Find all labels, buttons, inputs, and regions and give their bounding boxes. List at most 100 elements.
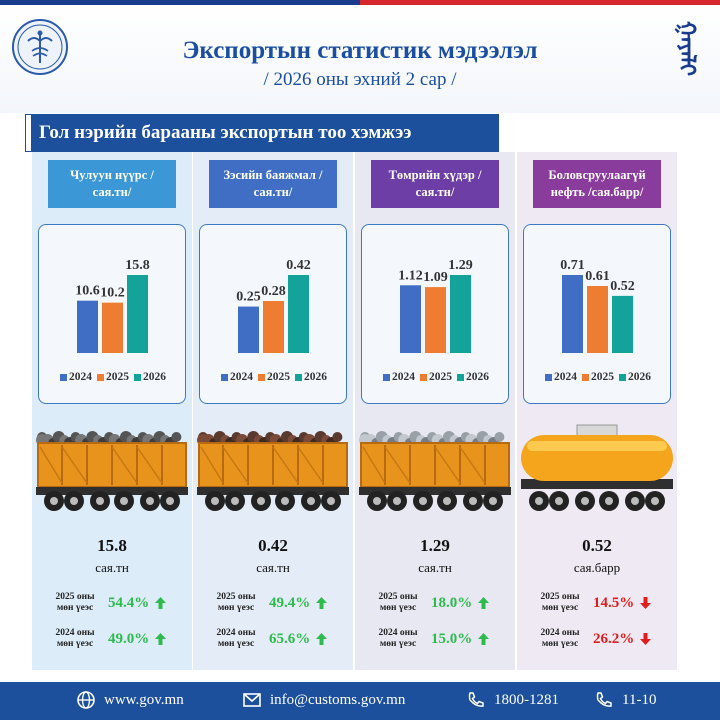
top-color-bar (0, 0, 720, 5)
comparison-label: 2025 оны мөн үеэс (55, 592, 95, 613)
bar-2025 (263, 301, 284, 353)
footer-phone-1[interactable]: 1800-1281 (466, 690, 559, 710)
chart-legend: 2024 2025 2026 (200, 371, 348, 383)
comparison-row: 2024 оны мөн үеэс 49.0% (46, 624, 186, 654)
coal-wagon-image (36, 431, 188, 511)
bar-2026 (450, 275, 471, 353)
legend-item-2025: 2025 (420, 371, 452, 383)
comparison-row: 2024 оны мөн үеэс 26.2% (531, 624, 671, 654)
bar-2025 (102, 302, 123, 353)
bar-chart: 10.6 10.215.8 (75, 258, 150, 353)
bar-2024 (562, 275, 583, 353)
arrow-down-icon (640, 633, 652, 645)
data-label-2024: 10.6 (75, 284, 100, 299)
globe-icon (77, 691, 95, 709)
stat-value: 1.29 (420, 536, 450, 555)
stat-value: 15.8 (97, 536, 127, 555)
data-label-2026: 15.8 (125, 258, 150, 273)
comparison-label: 2024 оны мөн үеэс (378, 628, 418, 649)
stat-unit: сая.тн (95, 560, 129, 575)
page-title: Экспортын статистик мэдээлэл (182, 37, 538, 64)
customs-logo (12, 19, 68, 75)
footer-email[interactable]: info@customs.gov.mn (242, 690, 405, 710)
arrow-up-icon (316, 633, 328, 645)
comparison-row: 2024 оны мөн үеэс 15.0% (369, 624, 509, 654)
data-label-2026: 0.42 (286, 258, 311, 273)
bar-2024 (238, 306, 259, 353)
comparison-row: 2024 оны мөн үеэс 65.6% (207, 624, 347, 654)
chart-legend: 2024 2025 2026 (362, 371, 510, 383)
legend-item-2026: 2026 (134, 371, 166, 383)
footer-website[interactable]: www.gov.mn (76, 690, 184, 710)
stat-unit: сая.тн (418, 560, 452, 575)
legend-item-2024: 2024 (221, 371, 253, 383)
footer: www.gov.mn info@customs.gov.mn 1800-1281… (0, 682, 720, 720)
data-label-2025: 0.28 (261, 284, 286, 299)
legend-item-2024: 2024 (545, 371, 577, 383)
comparison-label: 2024 оны мөн үеэс (216, 628, 256, 649)
mail-icon (243, 693, 261, 707)
bar-2024 (77, 300, 98, 353)
arrow-up-icon (155, 597, 167, 609)
mongolian-script-text: ᠭᠠᠶᠠᠯᠢ (674, 21, 700, 77)
comparison-label: 2024 оны мөн үеэс (55, 628, 95, 649)
chart-legend: 2024 2025 2026 (39, 371, 187, 383)
legend-item-2026: 2026 (619, 371, 651, 383)
arrow-up-icon (478, 597, 490, 609)
bar-2026 (612, 295, 633, 353)
stat-value: 0.52 (582, 536, 612, 555)
data-label-2026: 1.29 (448, 258, 473, 273)
legend-item-2025: 2025 (582, 371, 614, 383)
legend-item-2024: 2024 (60, 371, 92, 383)
comparison-percent: 15.0% (431, 630, 473, 647)
comparison-percent: 14.5% (593, 594, 635, 611)
email-text: info@customs.gov.mn (270, 691, 406, 708)
chart-panel: 0.71 0.61 0.52 2024 2025 2026 (523, 224, 671, 404)
column-label: Зэсийн баяжмал /сая.тн/ (209, 160, 337, 208)
legend-item-2024: 2024 (383, 371, 415, 383)
comparison-row: 2025 оны мөн үеэс 18.0% (369, 588, 509, 618)
legend-item-2025: 2025 (258, 371, 290, 383)
chart-panel: 1.12 1.09 1.29 2024 2025 2026 (361, 224, 509, 404)
column-crude-oil: Боловсруулаагүй нефть /сая.барр/ 0.71 0.6… (517, 152, 677, 670)
header: ᠭᠠᠶᠠᠯᠢ Экспортын статистик мэдээлэл / 20… (0, 5, 720, 113)
bar-2026 (288, 275, 309, 353)
chart-panel: 0.25 0.28 0.42 2024 2025 2026 (199, 224, 347, 404)
arrow-up-icon (316, 597, 328, 609)
data-label-2026: 0.52 (610, 279, 635, 294)
bar-chart: 1.12 1.091.29 (398, 258, 473, 353)
oil-tank-wagon-image (521, 424, 673, 511)
comparison-percent: 18.0% (431, 594, 473, 611)
legend-item-2025: 2025 (97, 371, 129, 383)
bar-chart: 0.25 0.280.42 (236, 258, 311, 353)
phone-icon (596, 692, 612, 707)
data-label-2025: 1.09 (423, 270, 448, 285)
comparison-row: 2025 оны мөн үеэс 54.4% (46, 588, 186, 618)
bar-2025 (587, 285, 608, 353)
column-copper: Зэсийн баяжмал /сая.тн/ 0.25 0.28 0.42 202… (193, 152, 353, 670)
chart-panel: 10.6 10.2 15.8 2024 2025 2026 (38, 224, 186, 404)
data-label-2024: 0.25 (236, 290, 261, 305)
column-label: Боловсруулаагүй нефть /сая.барр/ (533, 160, 661, 208)
column-coal: Чулуун нүүрс /сая.тн/ 10.6 10.2 15.8 2024 … (32, 152, 192, 670)
page-subtitle: / 2026 оны эхний 2 сар / (263, 69, 457, 90)
phone-icon (468, 692, 484, 707)
legend-item-2026: 2026 (457, 371, 489, 383)
comparison-label: 2025 оны мөн үеэс (378, 592, 418, 613)
stat-unit: сая.барр (573, 560, 621, 575)
column-label: Чулуун нүүрс /сая.тн/ (48, 160, 176, 208)
stat-unit: сая.тн (256, 560, 290, 575)
chart-legend: 2024 2025 2026 (524, 371, 672, 383)
footer-phone-2[interactable]: 11-10 (594, 690, 656, 710)
comparison-percent: 49.4% (269, 594, 311, 611)
comparison-label: 2024 оны мөн үеэс (540, 628, 580, 649)
bar-chart: 0.710.610.52 (560, 258, 635, 353)
comparison-row: 2025 оны мөн үеэс 49.4% (207, 588, 347, 618)
arrow-up-icon (155, 633, 167, 645)
comparison-percent: 54.4% (108, 594, 150, 611)
comparison-percent: 49.0% (108, 630, 150, 647)
comparison-label: 2025 оны мөн үеэс (216, 592, 256, 613)
data-label-2024: 0.71 (560, 258, 585, 273)
iron-ore-wagon-image (359, 431, 511, 511)
data-label-2025: 10.2 (100, 286, 125, 301)
